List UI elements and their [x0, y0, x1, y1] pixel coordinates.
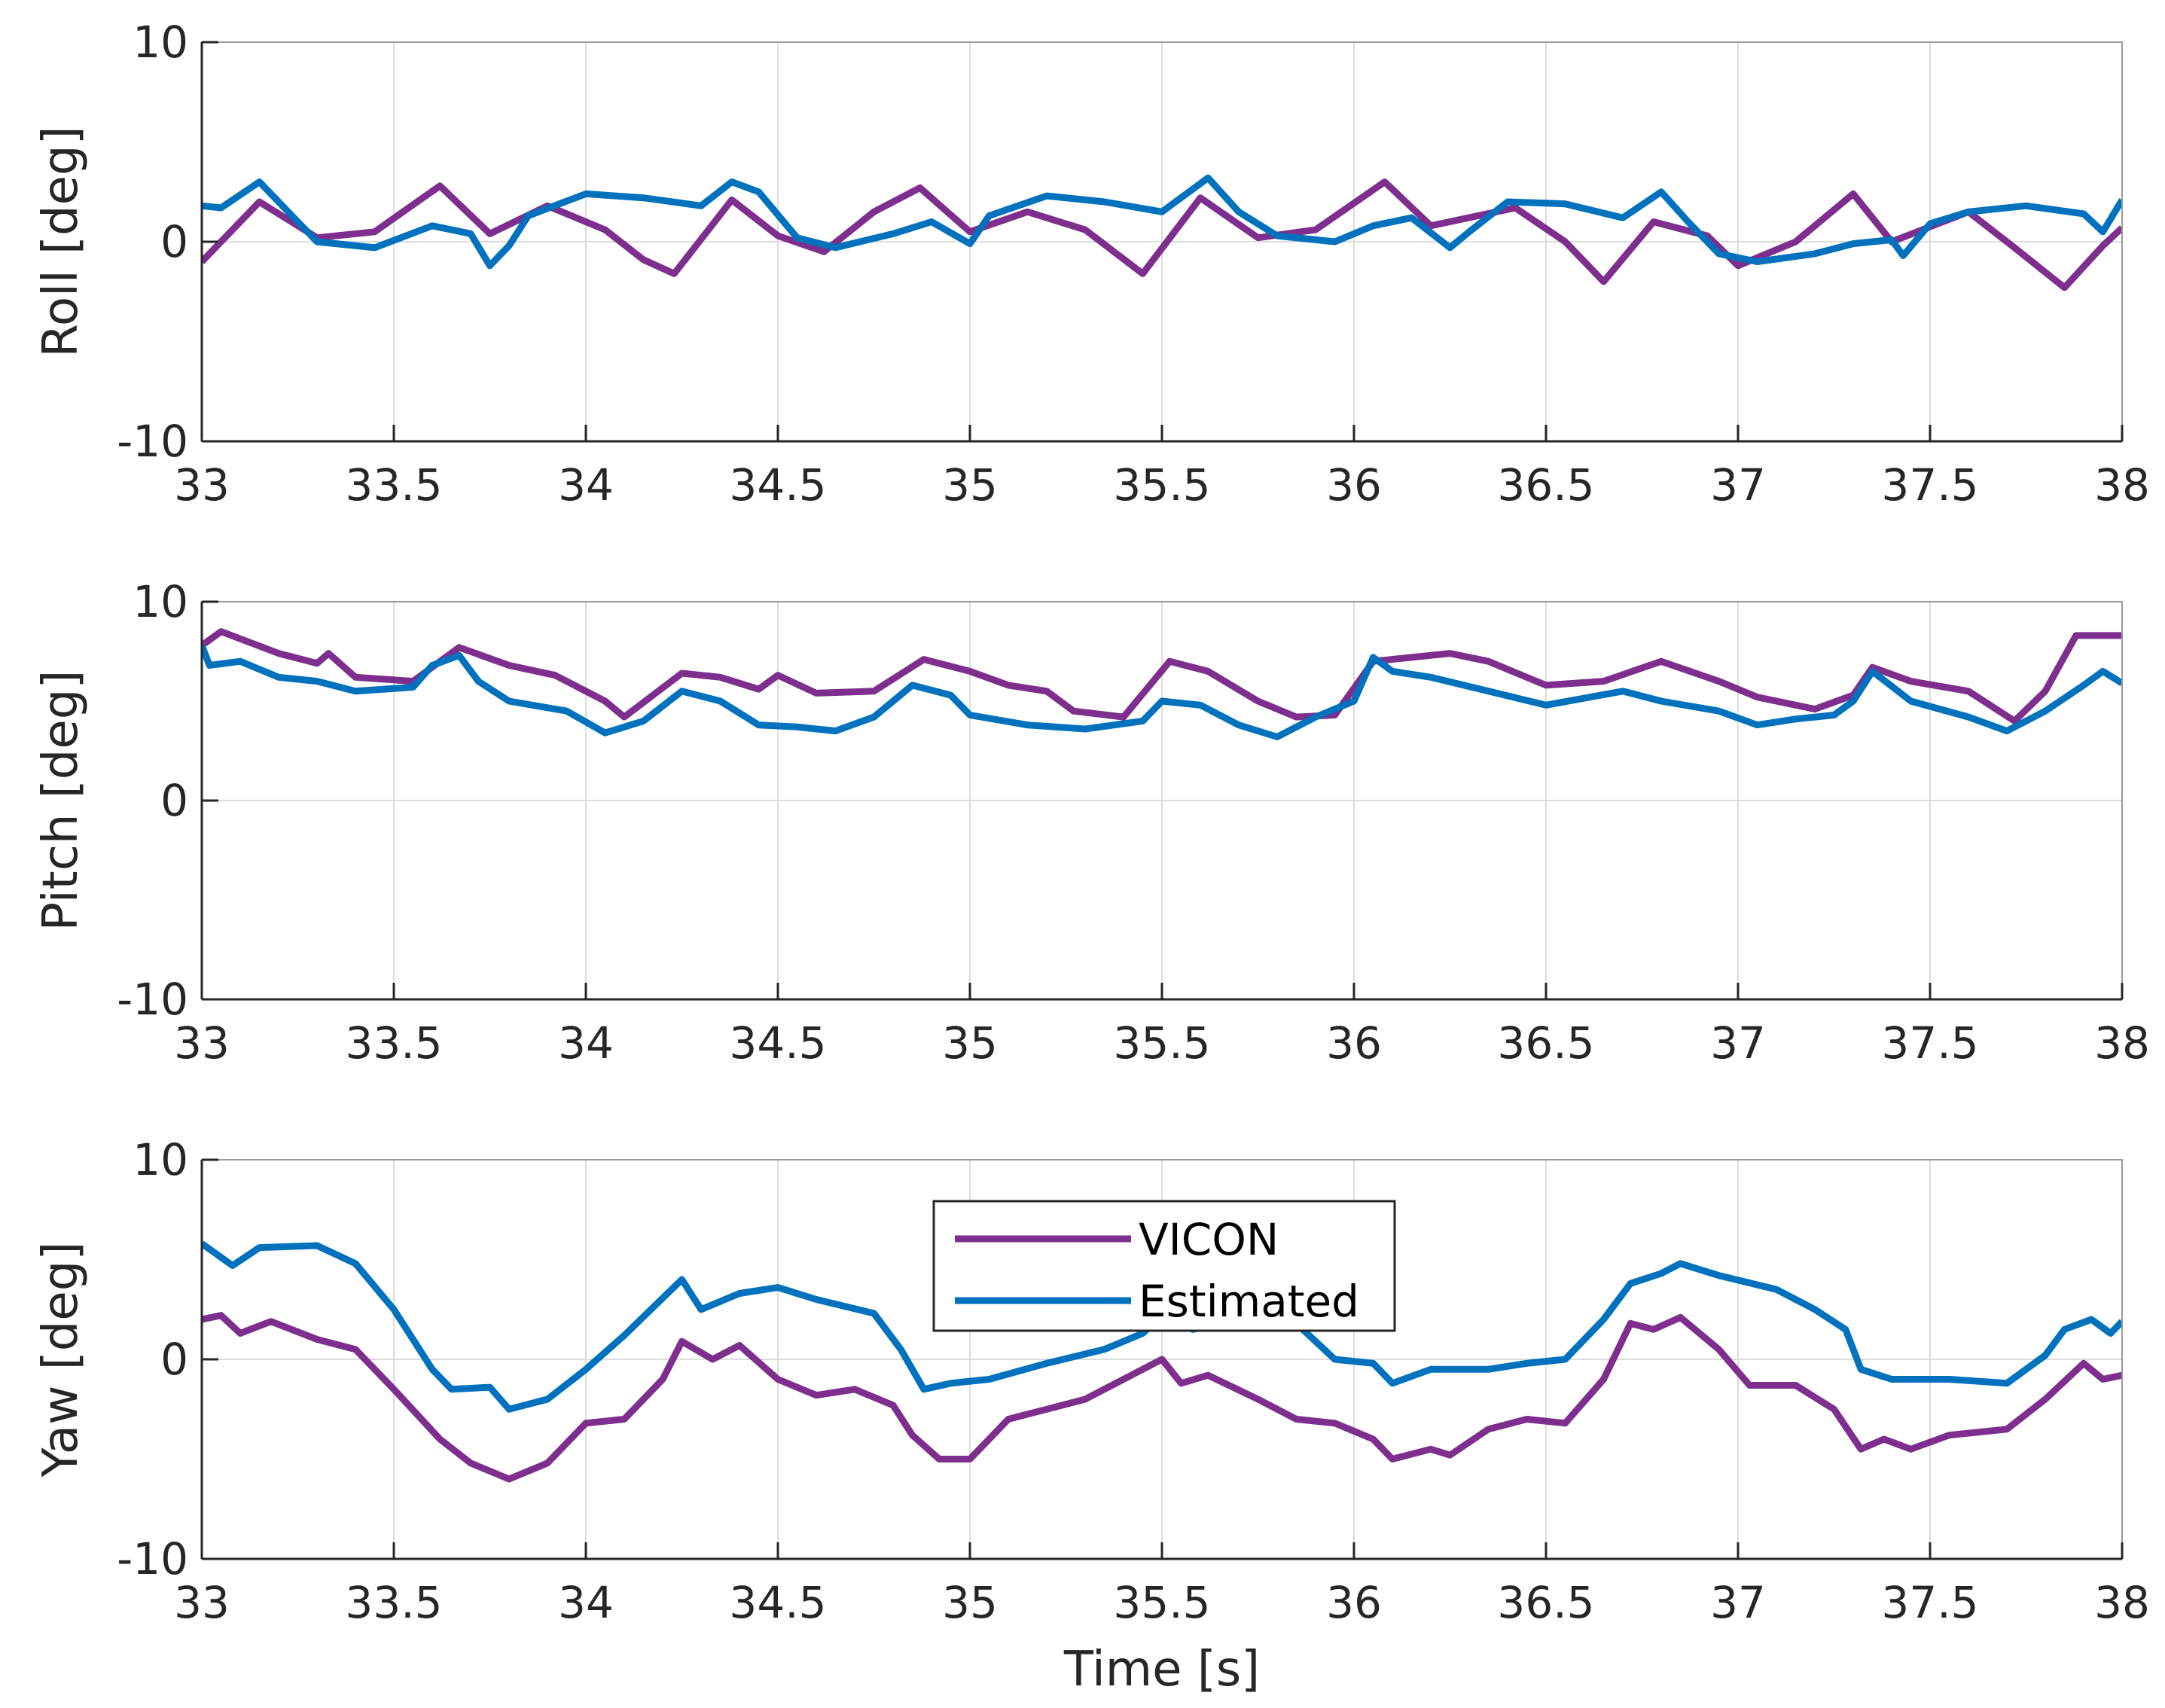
- roll-x-tick-label: 34.5: [729, 459, 826, 511]
- pitch-series-estimated: [202, 644, 2122, 740]
- yaw-x-tick-label: 34.5: [729, 1577, 826, 1628]
- pitch-x-tick-label: 33.5: [345, 1017, 442, 1069]
- pitch-x-tick-label: 37.5: [1881, 1017, 1978, 1069]
- yaw-series-vicon: [202, 1312, 2122, 1483]
- pitch-panel: 33 33.5 34 34.5 35 35.5 36 36.5 37 37.5 38 -10 0 10 Pi…: [33, 576, 2150, 1069]
- pitch-series-vicon: [202, 628, 2122, 724]
- pitch-x-tick-label: 38: [2094, 1017, 2150, 1069]
- yaw-x-axis-label: Time [s]: [1063, 1642, 1260, 1697]
- roll-x-tick-label: 33: [174, 459, 230, 511]
- roll-x-tick-label: 35: [942, 459, 998, 511]
- pitch-y-tick-label: 10: [133, 576, 188, 627]
- pitch-x-tick-label: 33: [174, 1017, 230, 1069]
- legend-label-estimated: Estimated: [1139, 1276, 1359, 1327]
- roll-x-tick-label: 37.5: [1881, 459, 1978, 511]
- pitch-x-tick-label: 36.5: [1497, 1017, 1594, 1069]
- yaw-x-tick-label: 35: [942, 1577, 998, 1628]
- roll-x-tick-label: 38: [2094, 459, 2150, 511]
- roll-x-tick-label: 37: [1710, 459, 1766, 511]
- pitch-x-tick-label: 34: [558, 1017, 614, 1069]
- yaw-x-tick-label: 36: [1326, 1577, 1382, 1628]
- roll-x-tick-label: 34: [558, 459, 614, 511]
- yaw-y-tick-label: 10: [133, 1134, 188, 1185]
- yaw-x-tick-label: 34: [558, 1577, 614, 1628]
- roll-y-tick-label: 10: [133, 17, 188, 68]
- yaw-x-tick-label: 37.5: [1881, 1577, 1978, 1628]
- pitch-y-tick-label: 0: [160, 775, 188, 826]
- legend-label-vicon: VICON: [1139, 1214, 1279, 1265]
- roll-x-tick-label: 35.5: [1113, 459, 1210, 511]
- roll-x-tick-label: 36: [1326, 459, 1382, 511]
- legend: VICON Estimated: [932, 1200, 1396, 1332]
- yaw-x-tick-label: 37: [1710, 1577, 1766, 1628]
- yaw-y-axis-label: Yaw [deg]: [33, 1242, 89, 1478]
- pitch-x-tick-label: 37: [1710, 1017, 1766, 1069]
- roll-x-tick-label: 36.5: [1497, 459, 1594, 511]
- pitch-x-tick-label: 36: [1326, 1017, 1382, 1069]
- roll-y-tick-label: -10: [117, 416, 188, 467]
- roll-series-vicon: [202, 178, 2122, 291]
- yaw-x-tick-label: 35.5: [1113, 1577, 1210, 1628]
- yaw-x-tick-label: 38: [2094, 1577, 2150, 1628]
- roll-series-estimated: [202, 174, 2122, 270]
- yaw-y-tick-label: -10: [117, 1533, 188, 1584]
- roll-y-axis-label: Roll [deg]: [33, 126, 89, 357]
- pitch-y-tick-label: -10: [117, 974, 188, 1025]
- pitch-x-tick-label: 35: [942, 1017, 998, 1069]
- yaw-panel: 33 33.5 34 34.5 35 35.5 36 36.5 37 37.5 38 -10 0 10 Ya…: [33, 1134, 2150, 1697]
- roll-y-tick-label: 0: [160, 216, 188, 267]
- yaw-x-tick-label: 33: [174, 1577, 230, 1628]
- legend-box: [932, 1200, 1396, 1332]
- roll-x-tick-label: 33.5: [345, 459, 442, 511]
- yaw-x-tick-label: 33.5: [345, 1577, 442, 1628]
- roll-panel: 33 33.5 34 34.5 35 35.5 36 36.5 37 37.5 38 -10 0 10 Ro…: [33, 17, 2150, 511]
- yaw-y-tick-label: 0: [160, 1334, 188, 1385]
- pitch-x-tick-label: 34.5: [729, 1017, 826, 1069]
- pitch-y-axis-label: Pitch [deg]: [33, 670, 89, 932]
- pitch-x-tick-label: 35.5: [1113, 1017, 1210, 1069]
- yaw-x-tick-label: 36.5: [1497, 1577, 1594, 1628]
